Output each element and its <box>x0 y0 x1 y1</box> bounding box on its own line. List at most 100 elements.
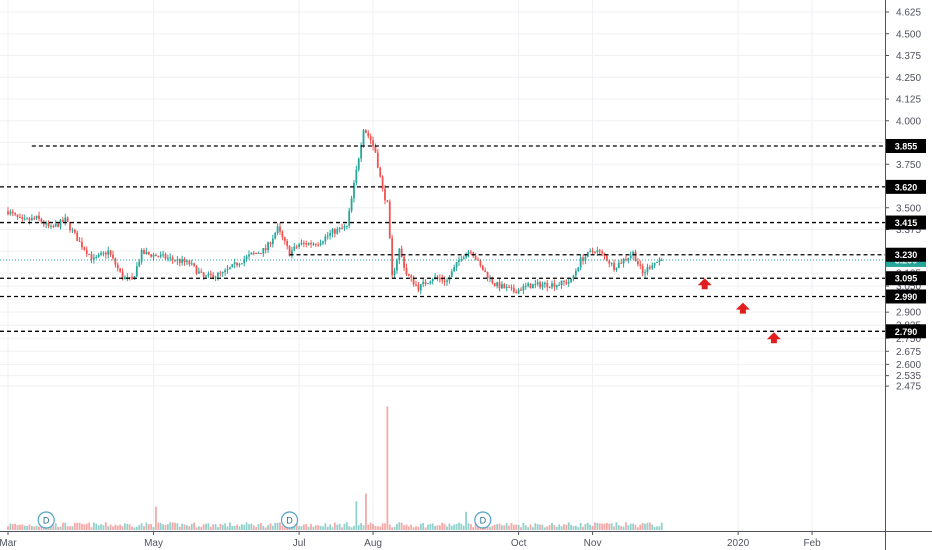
volume-bar <box>245 522 248 530</box>
volume-bar <box>641 523 644 530</box>
y-tick-label: 2.475 <box>896 382 921 393</box>
candle-body <box>477 259 479 261</box>
volume-bar <box>140 523 143 530</box>
volume-bar <box>338 523 341 530</box>
candle-body <box>135 266 138 277</box>
volume-bar <box>228 522 231 530</box>
candle-body <box>150 254 153 257</box>
candle-body <box>555 285 558 288</box>
volume-bar <box>238 526 241 530</box>
candle-body <box>233 262 236 265</box>
y-tick-label: 4.250 <box>896 73 921 84</box>
volume-bar <box>197 526 200 530</box>
candle-body <box>653 262 656 266</box>
y-tick-label: 3.050 <box>896 282 921 293</box>
candle-body <box>582 257 584 261</box>
volume-bar <box>128 524 131 530</box>
volume-bar <box>52 525 55 530</box>
candle-body <box>508 286 510 288</box>
candle-body <box>529 283 532 289</box>
volume-bar <box>61 522 64 530</box>
candle-body <box>40 218 43 223</box>
candle-body <box>310 242 312 245</box>
candle-body <box>33 217 36 219</box>
up-arrow-icon <box>735 302 750 314</box>
volume-bar <box>424 527 427 530</box>
volume-bar <box>240 524 243 530</box>
volume-bar <box>186 525 188 530</box>
volume-bar <box>660 522 663 530</box>
volume-bar <box>543 527 546 530</box>
volume-bar <box>353 525 355 530</box>
volume-bar <box>166 524 169 530</box>
volume-bar <box>119 524 122 530</box>
volume-bar <box>603 523 606 530</box>
volume-bar <box>66 526 69 530</box>
candle-body <box>200 271 203 273</box>
volume-bar <box>131 526 133 530</box>
volume-bar <box>567 522 570 530</box>
candle-body <box>629 255 632 258</box>
volume-bar <box>622 526 625 530</box>
volume-bar <box>379 526 382 530</box>
volume-bar <box>446 526 448 530</box>
volume-bar <box>14 523 17 530</box>
up-arrow-icon <box>766 332 781 344</box>
candle-body <box>481 265 484 271</box>
volume-bar <box>271 525 274 530</box>
candle-body <box>279 226 281 232</box>
candle-body <box>429 281 432 284</box>
volume-bar <box>563 524 565 530</box>
candle-body <box>269 242 272 245</box>
candle-body <box>446 280 448 282</box>
volume-bar <box>407 526 410 530</box>
x-tick-label: Nov <box>584 538 602 549</box>
candle-body <box>574 271 577 276</box>
candle-body <box>460 259 463 261</box>
candle-body <box>164 254 167 259</box>
candle-body <box>512 287 515 292</box>
volume-bar <box>555 526 558 530</box>
candle-body <box>228 267 231 270</box>
volume-bar <box>627 525 630 530</box>
volume-bar <box>19 524 21 530</box>
candle-body <box>274 233 277 239</box>
candle-body <box>486 271 489 279</box>
candle-body <box>112 254 114 259</box>
candle-body <box>238 264 241 266</box>
volume-bar <box>57 526 60 530</box>
volume-bar <box>152 527 155 530</box>
volume-bar <box>605 522 608 530</box>
volume-bar <box>629 523 632 530</box>
candle-body <box>565 281 568 284</box>
volume-bar <box>248 524 250 530</box>
candle-body <box>9 211 12 215</box>
volume-bar <box>651 524 654 530</box>
candle-body <box>651 265 654 269</box>
candle-body <box>489 277 491 279</box>
candle-body <box>207 273 210 276</box>
candle-body <box>355 169 358 183</box>
volume-bar <box>658 526 661 530</box>
volume-bar <box>393 526 396 530</box>
volume-bar <box>541 524 544 530</box>
volume-bar <box>574 525 577 530</box>
volume-bar <box>448 523 451 530</box>
candle-body <box>405 267 408 275</box>
candle-body <box>656 261 658 263</box>
volume-bar <box>264 527 267 530</box>
candle-body <box>524 285 527 287</box>
candle-body <box>197 271 200 274</box>
candle-body <box>522 286 525 291</box>
volume-bar <box>546 526 549 530</box>
volume-bar <box>419 523 422 530</box>
candle-body <box>38 215 40 219</box>
candle-body <box>59 219 62 227</box>
volume-bars <box>7 406 663 530</box>
candle-body <box>605 255 608 261</box>
volume-bar <box>78 522 81 530</box>
candle-body <box>57 223 60 227</box>
